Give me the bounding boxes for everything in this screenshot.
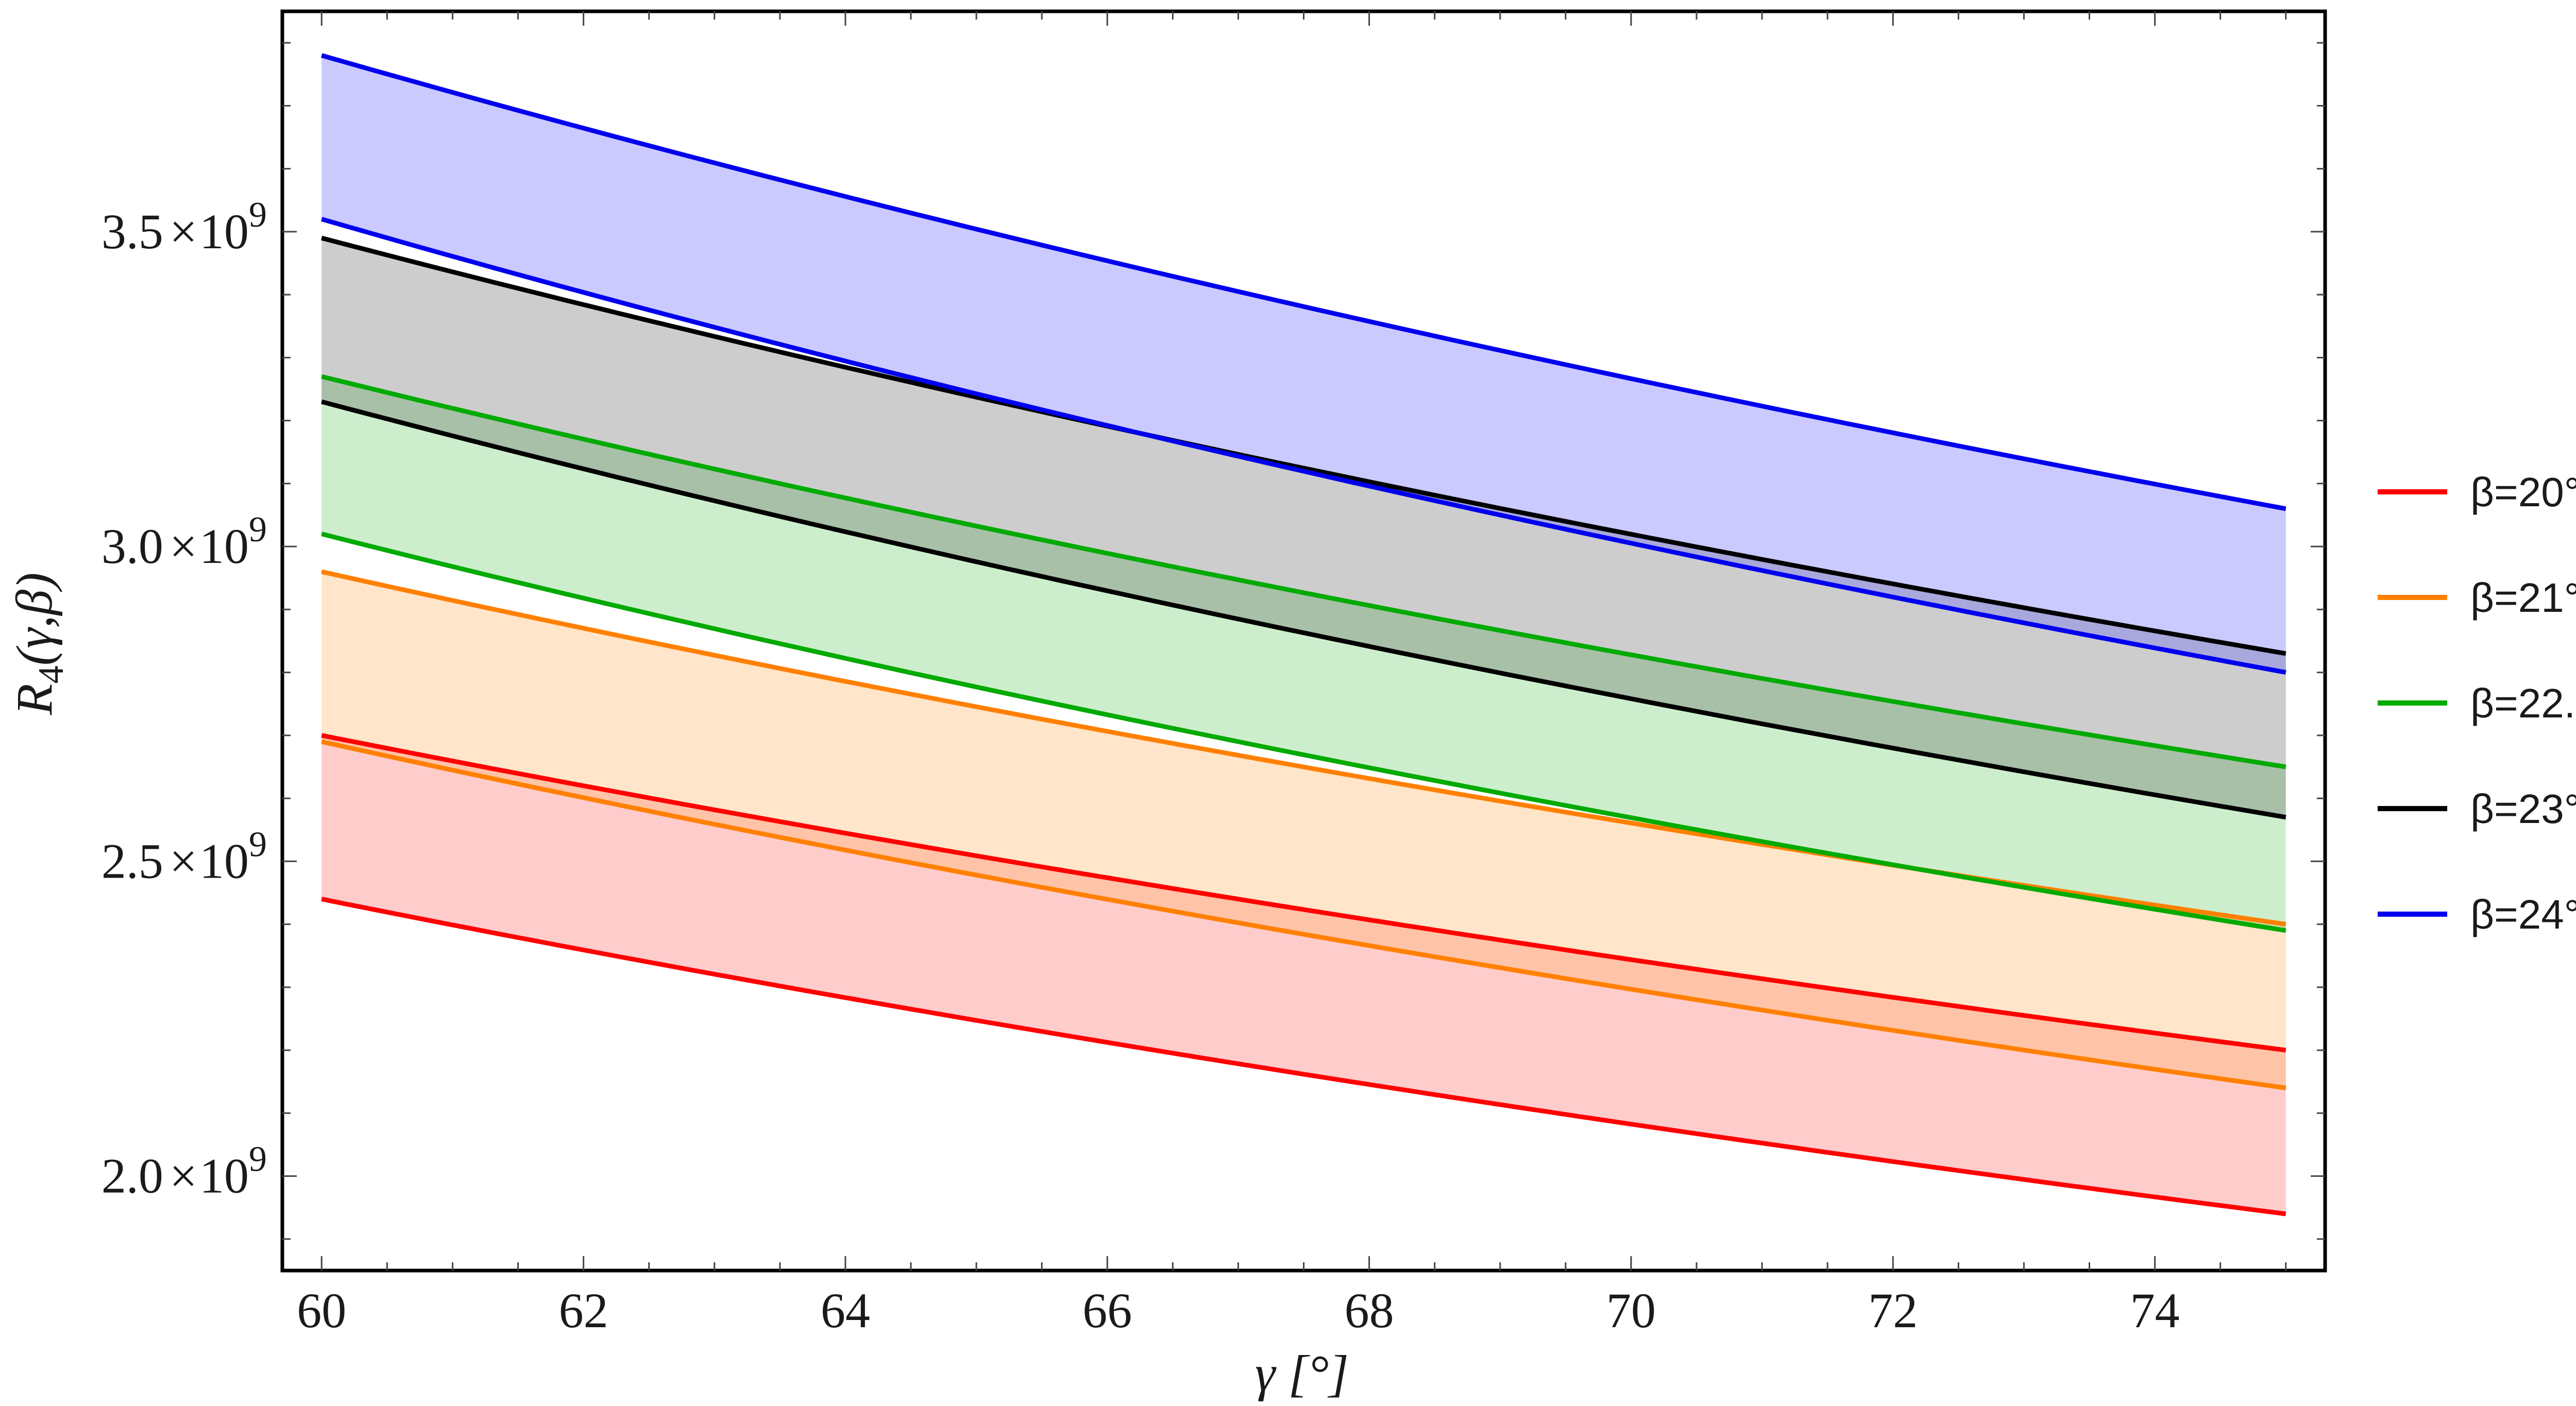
x-tick-label: 70 [1606,1283,1656,1338]
legend-label: β=24° [2470,891,2576,937]
legend-label: β=22.2° [2470,680,2576,726]
y-tick-label: 3.0 ×109 [101,510,267,574]
series-3-lower-line [321,399,2286,820]
band-3 [321,238,2286,817]
y-tick-label: 2.0 ×109 [101,1140,267,1204]
band-2 [321,376,2286,931]
x-tick-label: 62 [559,1283,608,1338]
x-tick-label: 60 [297,1283,346,1338]
y-axis-ticks: 2.0 ×109 2.5 ×109 3.0 ×109 3.5 ×109 [101,42,2325,1240]
x-axis-title: γ [°] [1255,1345,1349,1402]
x-tick-label: 64 [821,1283,870,1338]
lines-layer [320,53,2286,1216]
series-3-upper-line [321,235,2286,656]
legend-label: β=20° [2470,469,2576,515]
x-tick-label: 72 [1868,1283,1918,1338]
band-0 [321,735,2286,1214]
series-4-lower-line [320,217,2286,675]
x-tick-label: 74 [2130,1283,2180,1338]
band-4 [321,55,2286,673]
legend: β=20° β=21° β=22.2° β=23° β=24° [2378,469,2576,937]
series-2-upper-line [321,374,2286,769]
band-1 [321,572,2286,1088]
legend-label: β=21° [2470,575,2576,621]
series-0-upper-line [321,733,2286,1053]
x-tick-label: 66 [1082,1283,1132,1338]
y-tick-label: 2.5 ×109 [101,825,267,888]
series-2-lower-line [321,531,2286,933]
y-axis-title: R4(γ,β) [6,573,71,716]
y-tick-label: 3.5 ×109 [101,195,267,259]
series-0-lower-line [321,897,2286,1216]
series-4-upper-line [320,53,2286,511]
legend-label: β=23° [2470,786,2576,832]
series-1-lower-line [321,739,2286,1090]
bands-layer [321,55,2286,1214]
x-tick-label: 68 [1345,1283,1394,1338]
x-axis-ticks: 60 62 64 66 68 70 72 74 [297,11,2287,1338]
